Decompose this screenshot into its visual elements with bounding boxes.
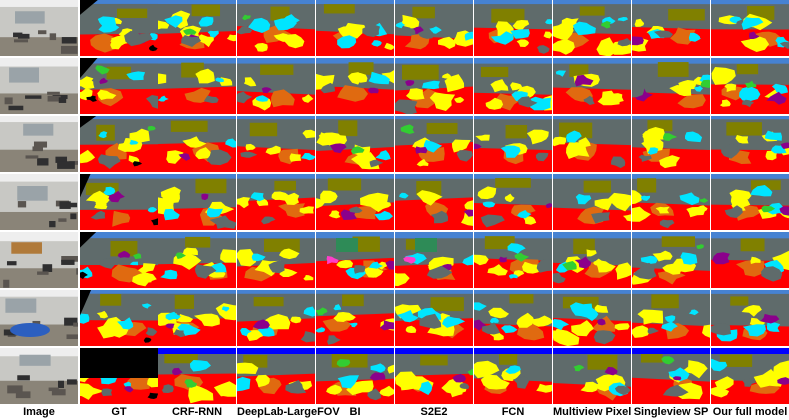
column-label-fcn: FCN xyxy=(501,406,525,418)
cell-crf_rnn-row-2 xyxy=(158,58,236,114)
cell-deeplab-row-5 xyxy=(237,232,315,288)
cell-multiview_pixel-row-6 xyxy=(553,290,631,346)
cell-fcn-row-7 xyxy=(474,348,552,404)
cell-bi-row-6 xyxy=(316,290,394,346)
cell-crf_rnn-row-3 xyxy=(158,116,236,172)
cell-s2e2-row-5 xyxy=(395,232,473,288)
cell-bi-row-4 xyxy=(316,174,394,230)
cell-crf_rnn-row-1 xyxy=(158,0,236,56)
cell-deeplab-row-4 xyxy=(237,174,315,230)
cell-bi-row-3 xyxy=(316,116,394,172)
cell-gt-row-3 xyxy=(80,116,158,172)
cell-singleview_sp-row-3 xyxy=(632,116,710,172)
cell-multiview_pixel-row-3 xyxy=(553,116,631,172)
cell-crf_rnn-row-4 xyxy=(158,174,236,230)
cell-multiview_pixel-row-5 xyxy=(553,232,631,288)
cell-multiview_pixel-row-1 xyxy=(553,0,631,56)
cell-image-row-1 xyxy=(0,0,78,56)
cell-gt-row-7 xyxy=(80,348,158,404)
cell-singleview_sp-row-7 xyxy=(632,348,710,404)
cell-full_model-row-5 xyxy=(711,232,789,288)
cell-full_model-row-2 xyxy=(711,58,789,114)
cell-fcn-row-2 xyxy=(474,58,552,114)
cell-s2e2-row-3 xyxy=(395,116,473,172)
cell-bi-row-1 xyxy=(316,0,394,56)
cell-multiview_pixel-row-2 xyxy=(553,58,631,114)
cell-s2e2-row-4 xyxy=(395,174,473,230)
column-label-s2e2: S2E2 xyxy=(420,406,448,418)
cell-s2e2-row-7 xyxy=(395,348,473,404)
cell-gt-row-5 xyxy=(80,232,158,288)
cell-multiview_pixel-row-7 xyxy=(553,348,631,404)
cell-image-row-5 xyxy=(0,232,78,288)
cell-deeplab-row-2 xyxy=(237,58,315,114)
cell-singleview_sp-row-1 xyxy=(632,0,710,56)
cell-fcn-row-5 xyxy=(474,232,552,288)
cell-fcn-row-6 xyxy=(474,290,552,346)
cell-gt-row-4 xyxy=(80,174,158,230)
cell-gt-row-6 xyxy=(80,290,158,346)
cell-crf_rnn-row-5 xyxy=(158,232,236,288)
column-label-full_model: Our full model xyxy=(712,406,788,418)
cell-full_model-row-6 xyxy=(711,290,789,346)
column-label-multiview_pixel: Multiview Pixel xyxy=(553,406,632,418)
cell-crf_rnn-row-7 xyxy=(158,348,236,404)
cell-singleview_sp-row-2 xyxy=(632,58,710,114)
cell-full_model-row-4 xyxy=(711,174,789,230)
cell-bi-row-7 xyxy=(316,348,394,404)
column-label-gt: GT xyxy=(111,406,127,418)
column-label-bi: BI xyxy=(349,406,361,418)
cell-full_model-row-3 xyxy=(711,116,789,172)
cell-fcn-row-1 xyxy=(474,0,552,56)
cell-image-row-7 xyxy=(0,348,78,404)
cell-s2e2-row-2 xyxy=(395,58,473,114)
column-label-deeplab: DeepLab-LargeFOV xyxy=(237,406,340,418)
cell-gt-row-1 xyxy=(80,0,158,56)
cell-fcn-row-3 xyxy=(474,116,552,172)
cell-gt-row-2 xyxy=(80,58,158,114)
cell-deeplab-row-7 xyxy=(237,348,315,404)
cell-s2e2-row-6 xyxy=(395,290,473,346)
cell-s2e2-row-1 xyxy=(395,0,473,56)
cell-full_model-row-7 xyxy=(711,348,789,404)
cell-singleview_sp-row-5 xyxy=(632,232,710,288)
column-label-singleview_sp: Singleview SP xyxy=(633,406,709,418)
cell-image-row-4 xyxy=(0,174,78,230)
cell-deeplab-row-1 xyxy=(237,0,315,56)
cell-bi-row-5 xyxy=(316,232,394,288)
cell-image-row-2 xyxy=(0,58,78,114)
column-label-image: Image xyxy=(23,406,55,418)
cell-crf_rnn-row-6 xyxy=(158,290,236,346)
cell-image-row-3 xyxy=(0,116,78,172)
cell-full_model-row-1 xyxy=(711,0,789,56)
cell-deeplab-row-3 xyxy=(237,116,315,172)
cell-singleview_sp-row-4 xyxy=(632,174,710,230)
cell-bi-row-2 xyxy=(316,58,394,114)
cell-image-row-6 xyxy=(0,290,78,346)
cell-singleview_sp-row-6 xyxy=(632,290,710,346)
cell-fcn-row-4 xyxy=(474,174,552,230)
cell-deeplab-row-6 xyxy=(237,290,315,346)
column-label-crf_rnn: CRF-RNN xyxy=(171,406,223,418)
cell-multiview_pixel-row-4 xyxy=(553,174,631,230)
